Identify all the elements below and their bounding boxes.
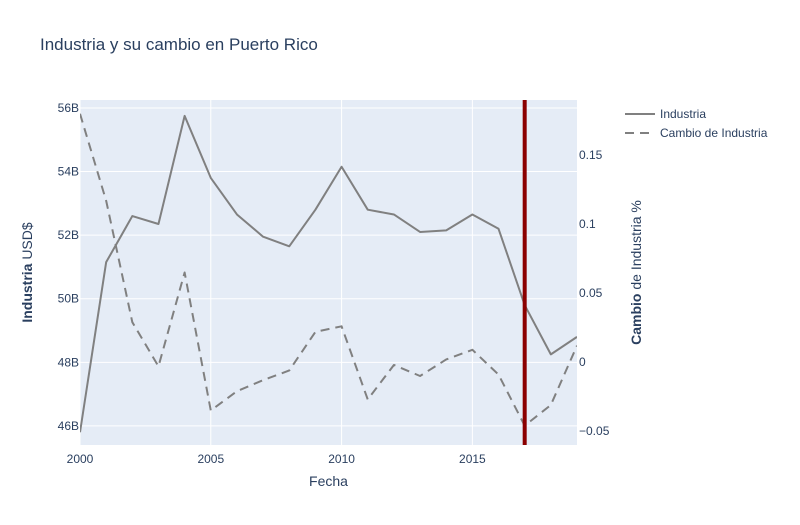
x-tick-label: 2015: [459, 452, 486, 466]
legend-item-cambio[interactable]: Cambio de Industria: [625, 126, 768, 140]
y-tick-label: 54B: [58, 165, 79, 179]
y2-tick-label: 0.05: [579, 286, 603, 300]
plot-background: [80, 100, 577, 445]
y2-tick-label: −0.05: [579, 424, 610, 438]
x-tick-label: 2000: [67, 452, 94, 466]
y-tick-label: 52B: [58, 228, 79, 242]
y-axis-title-bold: Industria: [19, 263, 35, 322]
y-tick-label: 46B: [58, 419, 79, 433]
y-axis-title-rest: USD$: [19, 222, 35, 263]
series-line-industria[interactable]: [80, 114, 577, 433]
legend[interactable]: Industria Cambio de Industria: [625, 107, 768, 140]
y2-tick-label: 0.1: [579, 217, 596, 231]
y-tick-label: 56B: [58, 101, 79, 115]
ticks: 2000 2005 2010 2015 46B 48B 50B 52B 54B 56B −0.05 0…: [58, 101, 610, 466]
y-tick-label: 50B: [58, 292, 79, 306]
y2-tick-label: 0: [579, 355, 586, 369]
legend-label-industria: Industria: [660, 107, 706, 121]
x-axis-title: Fecha: [309, 473, 348, 489]
y2-axis-title-rest: de Industria %: [628, 200, 644, 293]
grid: [79, 100, 577, 445]
legend-label-cambio: Cambio de Industria: [660, 126, 768, 140]
y2-tick-label: 0.15: [579, 148, 603, 162]
y-tick-label: 48B: [58, 355, 79, 369]
y2-axis-title-bold: Cambio: [628, 294, 644, 345]
y2-axis-title: Cambio de Industria %: [628, 200, 644, 345]
series-layer: [80, 113, 577, 433]
x-tick-label: 2005: [197, 452, 224, 466]
legend-item-industria[interactable]: Industria: [625, 107, 706, 121]
series-line-cambio[interactable]: [80, 113, 577, 427]
x-tick-label: 2010: [328, 452, 355, 466]
chart-title: Industria y su cambio en Puerto Rico: [40, 35, 318, 54]
y-axis-title: Industria USD$: [19, 222, 35, 323]
